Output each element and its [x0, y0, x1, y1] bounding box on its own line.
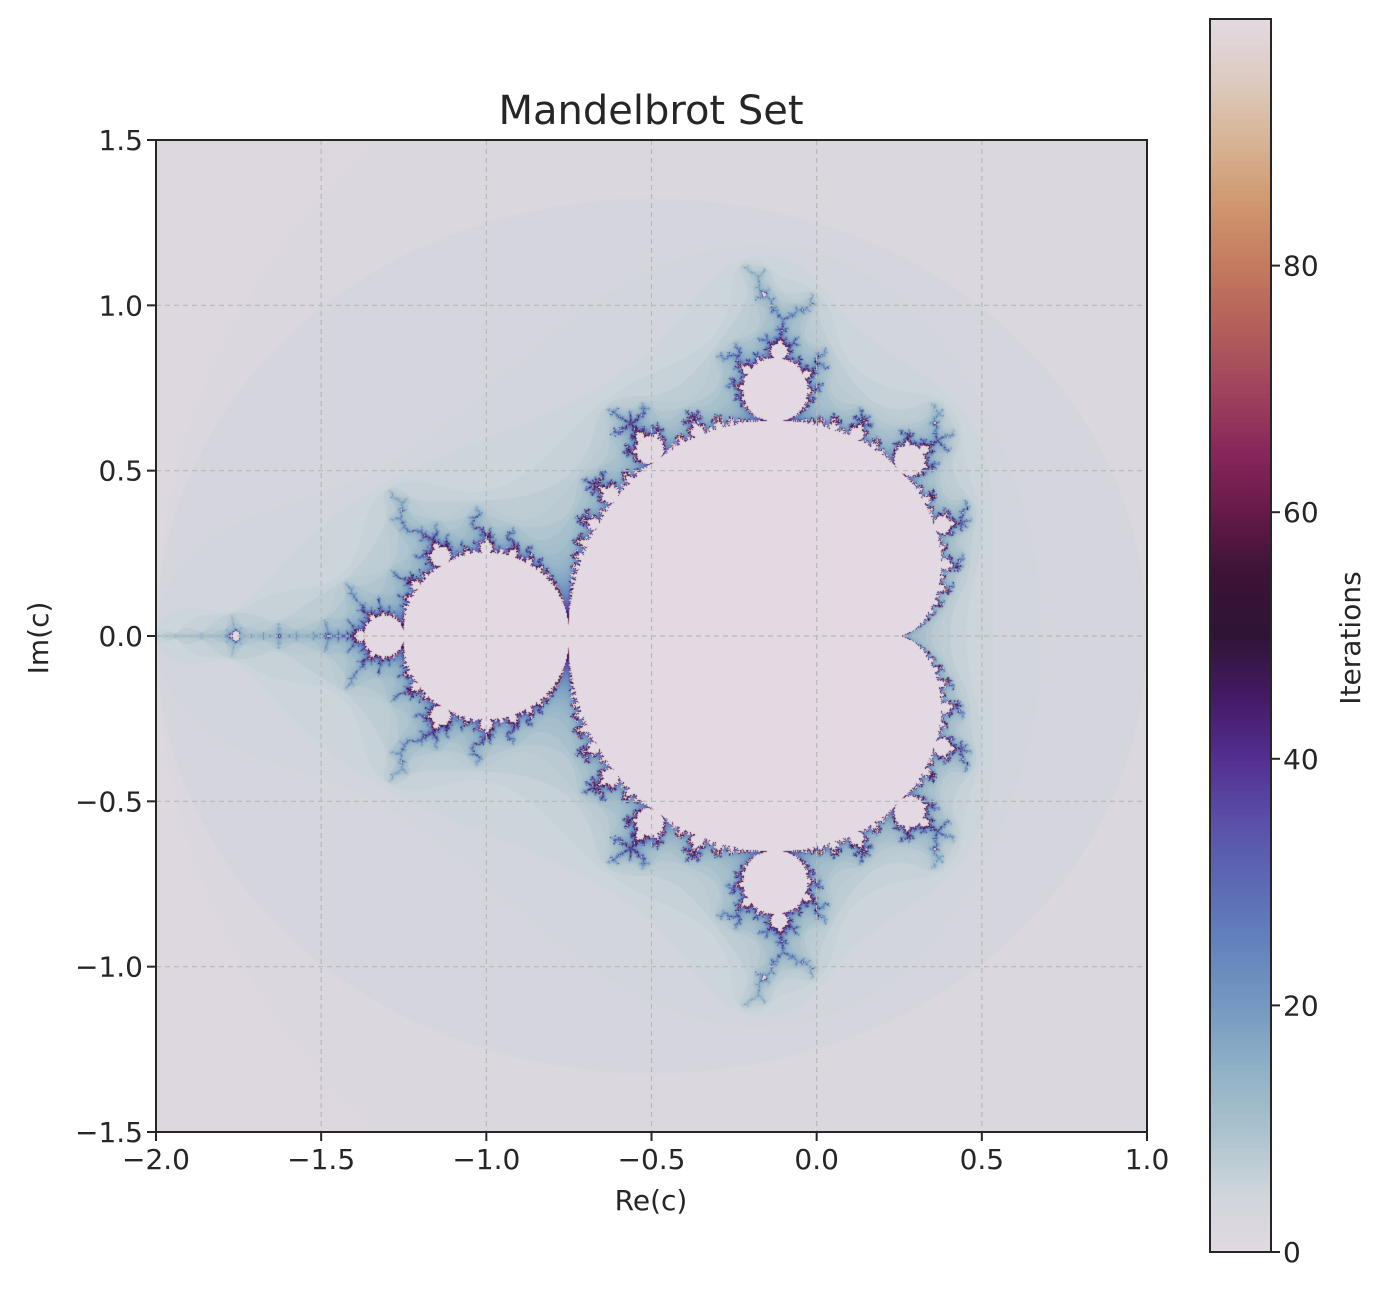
- x-tick-label: 0.5: [960, 1143, 1005, 1176]
- x-tick-label: −1.5: [287, 1143, 355, 1176]
- y-tick-label: 1.0: [98, 289, 143, 322]
- colorbar-tick-label: 40: [1283, 743, 1319, 776]
- chart-title: Mandelbrot Set: [499, 88, 804, 134]
- colorbar-tick-label: 20: [1283, 989, 1319, 1022]
- colorbar-tick-label: 60: [1283, 496, 1319, 529]
- x-tick-label: −2.0: [122, 1143, 190, 1176]
- x-tick-label: −1.0: [452, 1143, 520, 1176]
- x-tick-label: 0.0: [794, 1143, 839, 1176]
- colorbar-tick-label: 0: [1283, 1236, 1301, 1269]
- colorbar-frame: [1209, 18, 1272, 1253]
- x-axis-label: Re(c): [615, 1184, 688, 1217]
- grid-lines: [156, 140, 1147, 1132]
- y-tick-label: 1.5: [98, 124, 143, 157]
- y-axis-ticks: −1.5 −1.0 −0.5 0.0 0.5 1.0 1.5: [75, 124, 156, 1149]
- y-axis-label: Im(c): [22, 602, 55, 675]
- x-tick-label: 1.0: [1125, 1143, 1170, 1176]
- colorbar-ticks: 0 20 40 60 80: [1271, 250, 1319, 1269]
- x-tick-label: −0.5: [618, 1143, 686, 1176]
- y-tick-label: −1.5: [75, 1116, 143, 1149]
- colorbar-gradient: [1210, 19, 1271, 1252]
- y-tick-label: 0.0: [98, 620, 143, 653]
- y-tick-label: −1.0: [75, 951, 143, 984]
- y-tick-label: 0.5: [98, 455, 143, 488]
- y-tick-label: −0.5: [75, 785, 143, 818]
- colorbar-label: Iterations: [1334, 571, 1367, 704]
- colorbar-tick-label: 80: [1283, 250, 1319, 283]
- x-axis-ticks: −2.0 −1.5 −1.0 −0.5 0.0 0.5 1.0: [122, 1132, 1169, 1176]
